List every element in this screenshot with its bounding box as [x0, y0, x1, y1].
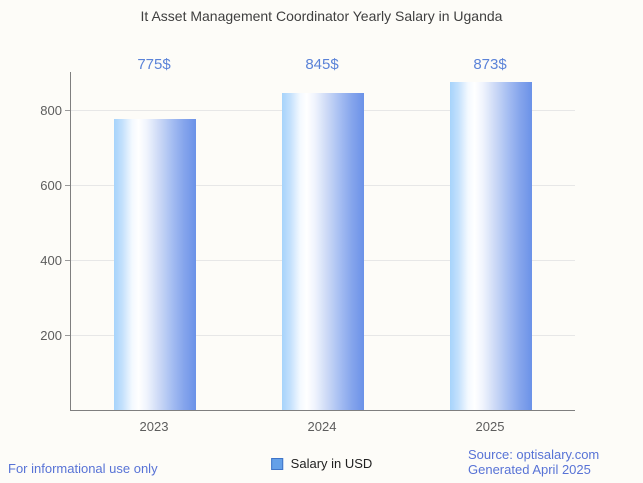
bar-value-label: 845$: [305, 56, 339, 73]
y-axis-tick-mark: [65, 184, 70, 186]
footer-source-line: Source: optisalary.com: [468, 447, 600, 462]
legend: Salary in USD: [270, 456, 373, 471]
x-axis-tick-label: 2024: [307, 419, 337, 434]
footer-generated-line: Generated April 2025: [468, 462, 591, 477]
bar-value-label: 775$: [137, 56, 171, 73]
y-axis-tick-mark: [65, 259, 70, 261]
bar-value-label: 873$: [473, 56, 507, 73]
chart-title-text: It Asset Management Coordinator Yearly S…: [140, 8, 503, 24]
legend-swatch-icon: [270, 457, 283, 470]
footer-disclaimer: For informational use only: [8, 461, 158, 476]
x-axis-tick-label: 2023: [139, 419, 169, 434]
y-axis-tick-mark: [65, 109, 70, 111]
chart-title: It Asset Management Coordinator Yearly S…: [0, 7, 643, 26]
bar-2024[interactable]: [282, 92, 364, 410]
footer-source: Source: optisalary.com Generated April 2…: [468, 447, 599, 477]
y-axis-tick-label: 400: [40, 252, 62, 268]
legend-label: Salary in USD: [290, 456, 373, 471]
plot-area: [70, 72, 575, 411]
y-axis-tick-label: 800: [40, 102, 62, 118]
x-axis-tick-label: 2025: [475, 419, 505, 434]
bar-2025[interactable]: [450, 82, 532, 410]
y-axis-tick-label: 600: [40, 177, 62, 193]
y-axis-tick-label: 200: [40, 327, 62, 343]
y-axis-tick-mark: [65, 334, 70, 336]
bar-2023[interactable]: [114, 118, 196, 410]
